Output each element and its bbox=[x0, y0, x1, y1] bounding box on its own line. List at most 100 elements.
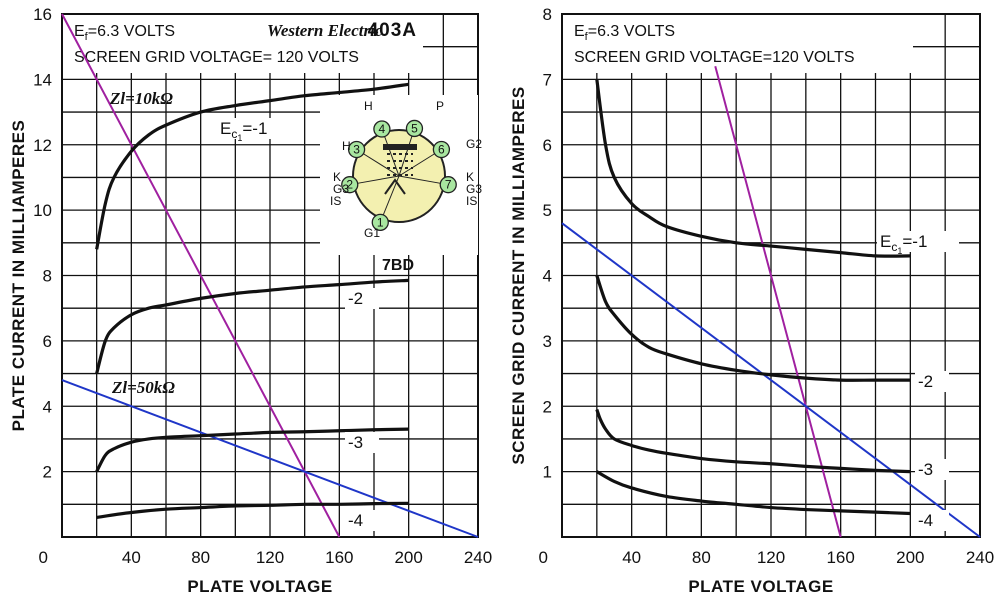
x-tick-label: 0 bbox=[39, 548, 48, 567]
y-tick-label: 12 bbox=[33, 136, 52, 155]
x-tick-label: 80 bbox=[692, 548, 711, 567]
curve-label-ec1-1: Ec1=-1 bbox=[880, 232, 927, 256]
pin-label: G1 bbox=[364, 226, 380, 240]
curve-ec1-1 bbox=[595, 79, 911, 258]
pin-label: IS bbox=[330, 194, 341, 208]
curve-ec1-3 bbox=[95, 427, 409, 473]
y-tick-label: 5 bbox=[543, 201, 552, 220]
y-tick-label: 10 bbox=[33, 201, 52, 220]
x-tick-label: 80 bbox=[191, 548, 210, 567]
y-tick-label: 7 bbox=[543, 70, 552, 89]
y-tick-label: 4 bbox=[543, 267, 552, 286]
x-axis-title: PLATE VOLTAGE bbox=[688, 577, 833, 596]
pin-number: 2 bbox=[346, 178, 353, 192]
x-tick-label: 40 bbox=[122, 548, 141, 567]
y-tick-label: 14 bbox=[33, 70, 52, 89]
pin-circle bbox=[432, 140, 451, 159]
curve-label-ec1-4: -4 bbox=[348, 511, 363, 530]
plate-electrode bbox=[383, 144, 417, 150]
y-tick-label: 2 bbox=[543, 397, 552, 416]
pin-label: P bbox=[436, 99, 444, 113]
pin-number: 4 bbox=[379, 122, 386, 136]
x-tick-label: 120 bbox=[757, 548, 785, 567]
curve-label-background bbox=[915, 459, 949, 480]
curve-label-ec1-3: -3 bbox=[918, 460, 933, 479]
curve-label-background bbox=[915, 371, 949, 392]
pin-circle bbox=[439, 176, 457, 194]
pin-circle bbox=[347, 140, 366, 159]
basing-code: 7BD bbox=[382, 257, 414, 274]
pin-label: G2 bbox=[466, 137, 482, 151]
load-line-0 bbox=[61, 13, 341, 538]
curve-label-background bbox=[345, 510, 379, 531]
curve-label-background bbox=[915, 510, 949, 531]
pin-label: G3 bbox=[466, 182, 482, 196]
pin-circle bbox=[373, 120, 391, 138]
header-filament-voltage: Ef=6.3 VOLTS bbox=[74, 23, 175, 43]
pin-circle bbox=[341, 176, 359, 194]
y-tick-label: 1 bbox=[543, 463, 552, 482]
plot-frame bbox=[61, 13, 479, 538]
header-screen-grid-voltage: SCREEN GRID VOLTAGE= 120 VOLTS bbox=[74, 49, 359, 66]
pin-number: 6 bbox=[438, 143, 445, 157]
y-tick-label: 8 bbox=[543, 5, 552, 24]
x-tick-label: 120 bbox=[256, 548, 284, 567]
curve-ec1-3 bbox=[595, 408, 911, 474]
y-tick-label: 6 bbox=[43, 332, 52, 351]
header-screen-grid-voltage: SCREEN GRID VOLTAGE=120 VOLTS bbox=[574, 49, 855, 66]
curve-ec1-4 bbox=[96, 501, 409, 519]
load-line-1 bbox=[561, 222, 981, 538]
pin-label: H bbox=[342, 139, 351, 153]
screen-grid-current-chart: Ef=6.3 VOLTS SCREEN GRID VOLTAGE=120 VOLT… bbox=[509, 5, 994, 596]
curve-label-background bbox=[345, 432, 379, 453]
curve-label-ec1-1: Ec1=-1 bbox=[220, 119, 267, 143]
x-tick-label: 40 bbox=[622, 548, 641, 567]
y-tick-label: 16 bbox=[33, 5, 52, 24]
pin-circle bbox=[405, 119, 424, 138]
plate-current-chart: Ef=6.3 VOLTS SCREEN GRID VOLTAGE= 120 VOL… bbox=[9, 5, 492, 596]
curve-label-background bbox=[345, 288, 379, 309]
header-box bbox=[63, 15, 423, 73]
x-tick-label: 0 bbox=[539, 548, 548, 567]
pin-number: 7 bbox=[445, 178, 452, 192]
x-tick-label: 160 bbox=[325, 548, 353, 567]
pin-label: K bbox=[466, 170, 474, 184]
load-line-label-10k: Zl=10kΩ bbox=[109, 89, 173, 108]
curve-label-ec1-2: -2 bbox=[918, 372, 933, 391]
y-tick-label: 8 bbox=[43, 267, 52, 286]
y-axis-title: SCREEN GRID CURRENT IN MILLIAMPERES bbox=[509, 86, 528, 464]
header-box bbox=[563, 15, 913, 73]
curve-ec1-2 bbox=[95, 278, 409, 374]
curve-ec1-2 bbox=[595, 274, 911, 382]
pin-number: 3 bbox=[353, 143, 360, 157]
y-tick-label: 2 bbox=[43, 463, 52, 482]
x-axis-title: PLATE VOLTAGE bbox=[187, 577, 332, 596]
cathode-electrode bbox=[384, 178, 406, 195]
curve-label-background bbox=[877, 231, 959, 252]
curve-ec1-1 bbox=[95, 82, 409, 250]
pin-circle bbox=[371, 213, 389, 232]
curve-label-background bbox=[217, 118, 299, 139]
pin-label: K bbox=[333, 170, 341, 184]
curve-label-ec1-4: -4 bbox=[918, 511, 933, 530]
pin-label: H bbox=[364, 99, 373, 113]
plot-frame bbox=[561, 13, 981, 538]
load-line-0 bbox=[714, 66, 842, 538]
pin-label: IS bbox=[466, 194, 477, 208]
y-tick-label: 6 bbox=[543, 136, 552, 155]
x-tick-label: 200 bbox=[896, 548, 924, 567]
load-line-label-50k: Zl=50kΩ bbox=[111, 378, 175, 397]
y-tick-label: 4 bbox=[43, 397, 52, 416]
y-tick-label: 3 bbox=[543, 332, 552, 351]
header-filament-voltage: Ef=6.3 VOLTS bbox=[574, 23, 675, 43]
curve-label-ec1-2: -2 bbox=[348, 289, 363, 308]
load-line-1 bbox=[61, 379, 479, 538]
x-tick-label: 240 bbox=[966, 548, 994, 567]
pin-number: 5 bbox=[411, 121, 418, 135]
pin-number: 1 bbox=[377, 215, 384, 229]
tube-model: 403A bbox=[368, 20, 417, 41]
brand-name: Western Electric bbox=[267, 21, 383, 40]
pin-label: G3 bbox=[333, 182, 349, 196]
